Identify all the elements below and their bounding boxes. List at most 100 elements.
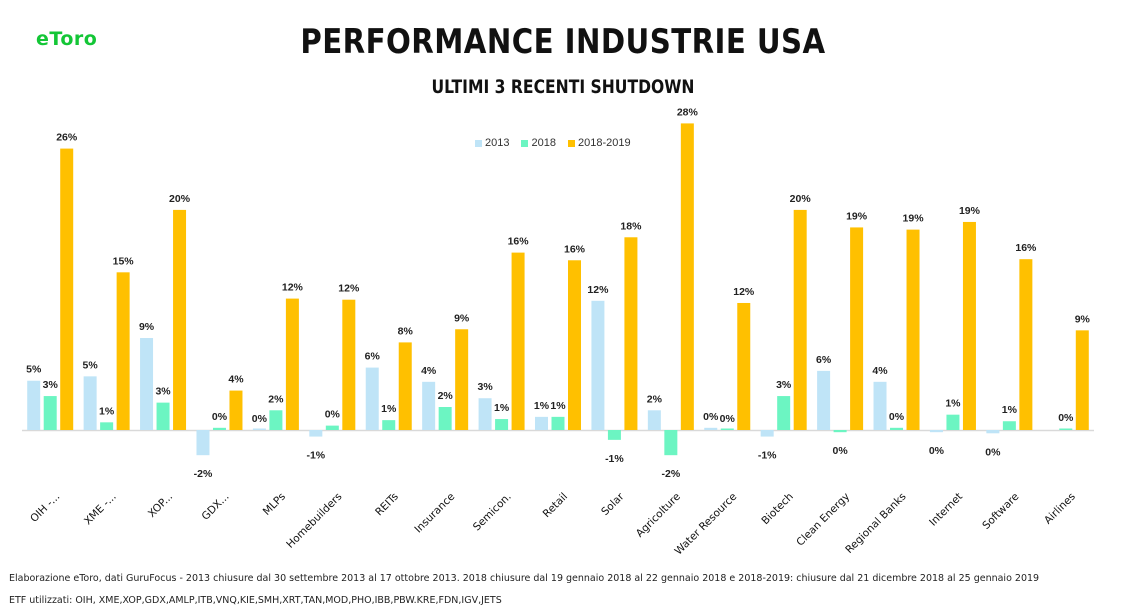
- bar-2018-3: [212, 427, 226, 430]
- bar-2018-2019-2: [173, 209, 187, 430]
- bar-2018-16: [946, 414, 960, 430]
- category-label: Semicon.: [471, 491, 514, 534]
- data-label: 3%: [155, 386, 171, 398]
- data-label: 0%: [833, 445, 849, 457]
- category-label: Agricolture: [634, 491, 683, 540]
- data-label: 8%: [398, 325, 414, 337]
- data-label: 0%: [1058, 412, 1074, 424]
- bar-2018-2019-13: [793, 209, 807, 430]
- data-label: -1%: [306, 450, 325, 462]
- legend-label: 2018: [531, 137, 556, 149]
- bar-2013-15: [873, 381, 887, 430]
- data-label: 20%: [169, 193, 191, 205]
- data-label: 2%: [268, 393, 284, 405]
- bar-2018-11: [664, 430, 678, 456]
- data-label: 3%: [776, 379, 792, 391]
- data-label: 6%: [365, 351, 381, 363]
- data-label: 2%: [438, 390, 454, 402]
- data-label: 12%: [733, 286, 755, 298]
- data-label: 9%: [139, 321, 155, 333]
- bar-2013-0: [27, 380, 41, 430]
- data-label: 4%: [421, 365, 437, 377]
- bar-2018-13: [777, 396, 791, 430]
- data-label: 1%: [99, 405, 115, 417]
- bar-2018-7: [438, 407, 452, 430]
- data-label: -1%: [605, 453, 624, 465]
- bar-2013-8: [478, 398, 492, 430]
- bar-2018-12: [720, 428, 734, 430]
- bar-2013-11: [647, 410, 661, 430]
- category-label: Software: [980, 491, 1021, 532]
- legend-label: 2013: [485, 137, 510, 149]
- category-label: Homebuilders: [284, 491, 344, 551]
- bar-2018-2019-8: [511, 252, 525, 430]
- bar-2018-17: [1002, 421, 1016, 430]
- bar-2018-2019-15: [906, 229, 920, 430]
- legend-item-2013: 2013: [475, 137, 509, 149]
- bar-2013-5: [309, 430, 323, 437]
- data-label: 16%: [564, 243, 586, 255]
- data-label: 0%: [889, 411, 905, 423]
- bar-2018-15: [890, 427, 904, 430]
- etoro-logo: eToro: [36, 28, 98, 50]
- data-label: 18%: [620, 220, 642, 232]
- bar-2013-17: [986, 430, 1000, 434]
- legend: 2013 2018 2018-2019: [475, 137, 631, 149]
- category-label: Water Resource: [673, 491, 740, 558]
- bar-2018-2: [156, 402, 170, 430]
- chart-subtitle: ULTIMI 3 RECENTI SHUTDOWN: [431, 76, 695, 98]
- data-label: 12%: [587, 284, 609, 296]
- data-label: -1%: [758, 450, 777, 462]
- legend-label: 2018-2019: [577, 137, 631, 149]
- data-label: 1%: [494, 402, 510, 414]
- data-label: 2%: [647, 393, 663, 405]
- bar-2013-6: [365, 367, 379, 430]
- category-label: XME -...: [82, 491, 119, 528]
- bar-2013-7: [422, 381, 436, 430]
- etf-note: ETF utilizzati: OIH, XME,XOP,GDX,AMLP,IT…: [9, 595, 502, 606]
- data-label: 4%: [228, 374, 244, 386]
- bar-2018-14: [833, 430, 847, 433]
- bar-2013-3: [196, 430, 210, 456]
- data-label: 20%: [790, 193, 812, 205]
- data-label: 1%: [945, 398, 961, 410]
- bar-2013-12: [704, 427, 718, 430]
- data-label: 6%: [816, 354, 832, 366]
- data-label: 5%: [83, 359, 99, 371]
- data-label: 19%: [903, 213, 925, 225]
- legend-item-2018-2019: 2018-2019: [567, 137, 631, 149]
- bar-2018-8: [495, 419, 509, 430]
- data-label: 0%: [720, 413, 736, 425]
- bar-2018-6: [382, 420, 396, 430]
- category-label: Clean Energy: [794, 491, 852, 549]
- category-label: Internet: [927, 491, 965, 529]
- data-label: 3%: [43, 379, 59, 391]
- bar-2018-2019-9: [568, 260, 581, 430]
- category-label: OIH -...: [28, 491, 62, 525]
- data-label: 0%: [252, 413, 268, 425]
- bar-2013-16: [929, 430, 943, 433]
- data-label: 0%: [985, 446, 1001, 458]
- bar-2018-18: [1059, 428, 1073, 430]
- category-label: Retail: [541, 491, 570, 520]
- bar-2018-2019-10: [624, 237, 638, 430]
- data-label: 9%: [454, 312, 470, 324]
- bar-2018-2019-16: [962, 221, 976, 430]
- bar-2013-14: [817, 370, 831, 430]
- data-label: 19%: [959, 205, 981, 217]
- data-label: 3%: [477, 381, 493, 393]
- data-label: 16%: [508, 236, 530, 248]
- legend-swatch-2018: [521, 139, 529, 147]
- data-label: 15%: [113, 255, 135, 267]
- data-label: 9%: [1075, 313, 1091, 325]
- data-label: 26%: [56, 132, 78, 144]
- category-label: Solar: [599, 490, 627, 518]
- bar-2018-2019-3: [229, 390, 243, 430]
- legend-swatch-2018-2019: [567, 139, 575, 147]
- bar-2018-2019-4: [285, 298, 299, 430]
- category-label: Airlines: [1042, 491, 1078, 527]
- bar-2018-2019-7: [455, 329, 469, 430]
- bar-2013-4: [252, 428, 266, 430]
- category-label: XOP...: [146, 491, 175, 520]
- legend-item-2018: 2018: [521, 137, 556, 149]
